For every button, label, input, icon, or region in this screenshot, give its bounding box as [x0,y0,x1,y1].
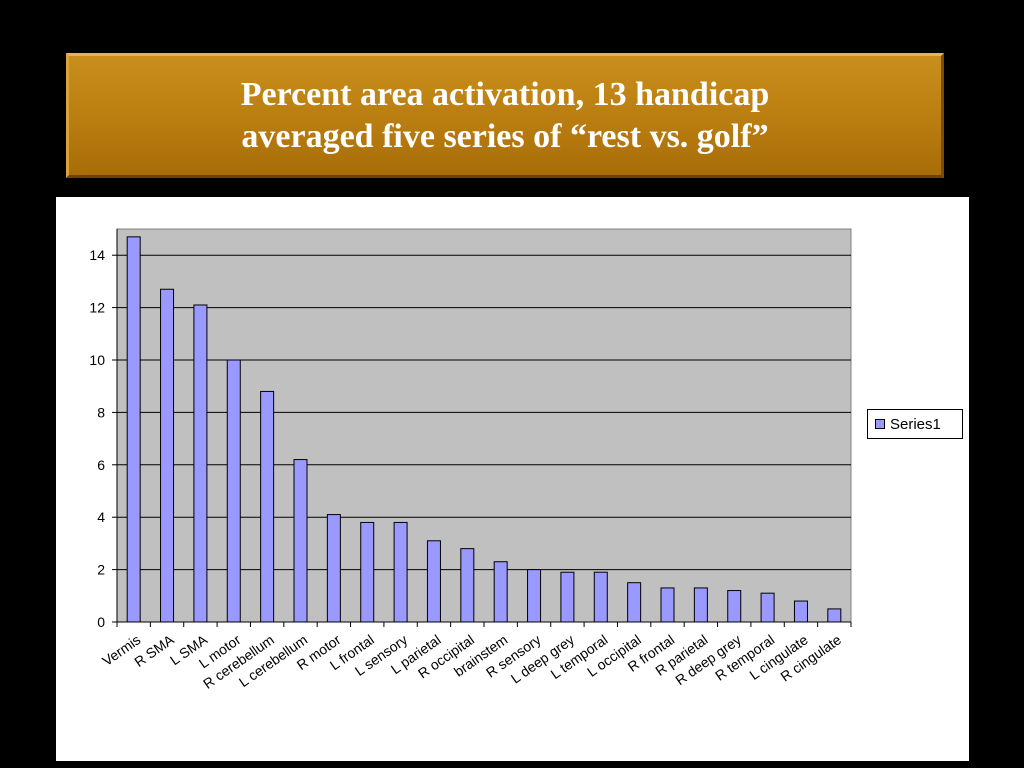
legend: Series1 [867,409,963,439]
y-tick-label: 2 [97,562,105,578]
bar [393,521,408,623]
bar [493,561,508,623]
bar [293,459,308,623]
bar [727,590,742,623]
y-tick-label: 12 [89,300,105,316]
bar [760,592,775,623]
y-tick-label: 6 [97,457,105,473]
legend-label: Series1 [890,415,941,433]
bar [627,582,642,623]
x-tick-label: R SMA [131,631,177,670]
bar [593,571,608,623]
bar [193,304,208,623]
bar [326,514,341,623]
bar [460,548,475,623]
y-tick-label: 14 [89,247,105,263]
y-tick-label: 0 [97,614,105,630]
y-tick-label: 4 [97,509,105,525]
bar [260,390,275,623]
bar-series [126,236,842,623]
slide-title-line-2: averaged five series of “rest vs. golf” [241,117,769,155]
bar [793,600,808,623]
bar [126,236,141,623]
chart-panel: 0 2 4 6 8 10 12 14 Vermis R SMA L SMA L motor R cer… [56,197,969,761]
slide-title-line-1: Percent area activation, 13 handicap [240,75,770,113]
slide-title-box: Percent area activation, 13 handicap ave… [66,53,944,178]
bar [527,569,542,623]
bar [426,540,441,623]
y-axis: 0 2 4 6 8 10 12 14 [89,229,118,630]
y-tick-label: 8 [97,404,105,420]
bar [160,288,175,623]
legend-swatch [875,419,885,429]
bar [827,608,842,623]
bar [560,571,575,623]
bar [226,359,241,623]
bar [660,587,675,623]
bar [360,521,375,623]
y-tick-label: 10 [89,352,105,368]
bar [693,587,708,623]
